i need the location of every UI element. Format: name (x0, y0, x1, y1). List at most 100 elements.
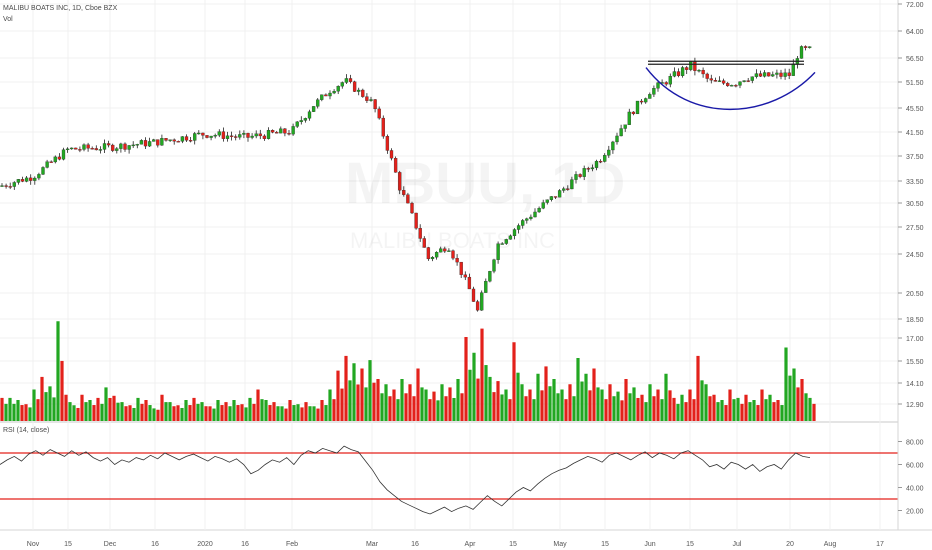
volume-bar[interactable] (12, 403, 16, 421)
candle-body[interactable] (721, 80, 726, 84)
volume-bar[interactable] (648, 384, 652, 421)
candle-body[interactable] (553, 196, 558, 198)
volume-bar[interactable] (308, 406, 312, 421)
volume-bar[interactable] (776, 400, 780, 421)
candle-body[interactable] (434, 252, 439, 258)
candle-body[interactable] (410, 202, 414, 214)
volume-bar[interactable] (728, 389, 732, 422)
volume-bar[interactable] (272, 402, 276, 421)
candle-body[interactable] (705, 73, 709, 79)
volume-bar[interactable] (156, 409, 160, 421)
candle-body[interactable] (61, 149, 66, 160)
volume-bar[interactable] (656, 389, 660, 422)
candle-body[interactable] (693, 61, 697, 71)
volume-bar[interactable] (512, 342, 516, 421)
candle-body[interactable] (373, 99, 377, 110)
candle-body[interactable] (357, 89, 361, 92)
volume-bar[interactable] (68, 402, 72, 421)
volume-bar[interactable] (96, 397, 100, 421)
volume-bar[interactable] (732, 399, 736, 421)
volume-bar[interactable] (140, 403, 144, 421)
candle-body[interactable] (168, 139, 172, 141)
volume-bar[interactable] (472, 352, 476, 421)
volume-bar[interactable] (612, 396, 616, 421)
volume-bar[interactable] (364, 387, 368, 421)
candle-body[interactable] (799, 46, 804, 59)
volume-bar[interactable] (604, 399, 608, 421)
volume-bar[interactable] (572, 396, 576, 421)
candle-body[interactable] (369, 99, 373, 101)
volume-bar[interactable] (40, 376, 44, 421)
volume-bar[interactable] (148, 405, 152, 421)
candle-body[interactable] (779, 72, 783, 77)
volume-bar[interactable] (300, 407, 304, 421)
volume-bar[interactable] (780, 405, 784, 421)
volume-bar[interactable] (80, 394, 84, 421)
volume-bar[interactable] (644, 402, 648, 421)
candle-body[interactable] (668, 76, 672, 85)
candle-body[interactable] (172, 139, 176, 142)
volume-bar[interactable] (548, 386, 552, 421)
volume-bar[interactable] (160, 394, 164, 421)
volume-bar[interactable] (564, 399, 568, 421)
volume-bar[interactable] (244, 407, 248, 421)
volume-bar[interactable] (296, 404, 300, 421)
candle-body[interactable] (352, 81, 357, 92)
volume-bar[interactable] (312, 406, 316, 421)
candle-body[interactable] (414, 212, 418, 229)
candle-body[interactable] (775, 72, 779, 75)
candle-body[interactable] (197, 132, 201, 135)
candle-body[interactable] (594, 160, 599, 168)
candle-body[interactable] (570, 179, 574, 190)
candle-body[interactable] (78, 149, 82, 151)
volume-bar[interactable] (752, 400, 756, 421)
candle-body[interactable] (582, 168, 586, 177)
volume-bar[interactable] (4, 403, 8, 421)
volume-bar[interactable] (100, 403, 104, 421)
volume-bar[interactable] (192, 397, 196, 421)
volume-bar[interactable] (384, 384, 388, 421)
candle-body[interactable] (377, 108, 381, 119)
volume-bar[interactable] (268, 405, 272, 421)
volume-bar[interactable] (376, 379, 380, 421)
candle-body[interactable] (533, 211, 537, 218)
candle-body[interactable] (562, 188, 566, 191)
candle-body[interactable] (689, 61, 693, 70)
volume-bar[interactable] (692, 399, 696, 421)
candle-body[interactable] (726, 83, 730, 87)
candle-body[interactable] (193, 133, 197, 141)
candle-body[interactable] (549, 196, 554, 200)
volume-bar[interactable] (716, 402, 720, 421)
volume-bar[interactable] (344, 355, 348, 421)
candle-body[interactable] (709, 78, 713, 81)
time-axis[interactable]: Nov 15 Dec 16 2020 16 Feb Mar 16 Apr 15 May 15 Jun 15 J… (27, 541, 884, 548)
volume-bar[interactable] (188, 405, 192, 421)
candle-body[interactable] (615, 135, 619, 143)
volume-bar[interactable] (524, 396, 528, 421)
candle-body[interactable] (320, 94, 324, 100)
candle-body[interactable] (607, 149, 611, 156)
volume-bar[interactable] (76, 407, 80, 421)
candle-body[interactable] (291, 126, 295, 135)
volume-bar[interactable] (348, 380, 352, 421)
candle-body[interactable] (656, 82, 660, 89)
candle-body[interactable] (508, 235, 513, 240)
candle-body[interactable] (205, 135, 209, 138)
volume-bar[interactable] (756, 405, 760, 421)
candle-body[interactable] (648, 94, 652, 99)
candle-body[interactable] (254, 133, 258, 137)
volume-bar[interactable] (136, 397, 140, 421)
volume-bar[interactable] (704, 384, 708, 421)
candle-body[interactable] (447, 250, 451, 252)
volume-bar[interactable] (208, 406, 212, 421)
volume-bar[interactable] (536, 373, 540, 421)
candle-body[interactable] (451, 250, 455, 259)
candle-body[interactable] (541, 202, 545, 209)
candle-body[interactable] (344, 78, 349, 83)
candle-body[interactable] (754, 73, 759, 77)
rsi-line[interactable] (0, 445, 811, 515)
volume-bar[interactable] (684, 402, 688, 421)
candle-body[interactable] (623, 124, 627, 129)
volume-bar[interactable] (324, 405, 328, 421)
candle-body[interactable] (771, 74, 775, 77)
